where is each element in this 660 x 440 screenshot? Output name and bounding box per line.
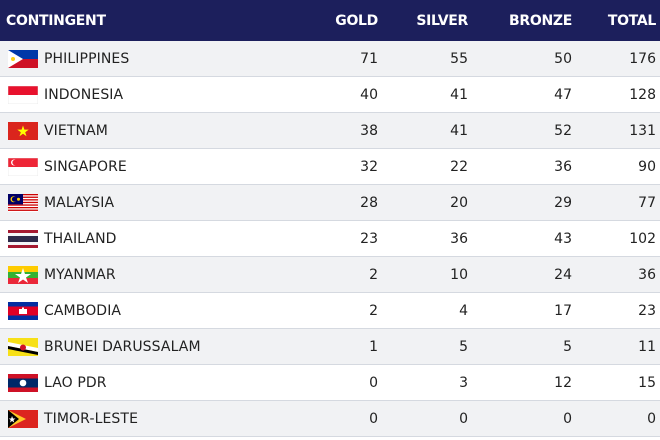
total-count: 0 <box>647 410 656 427</box>
indonesia-flag <box>8 85 38 104</box>
contingent-name: THAILAND <box>44 230 117 247</box>
thailand-flag <box>8 229 38 248</box>
silver-count: 41 <box>450 122 468 139</box>
gold-count: 38 <box>360 122 378 139</box>
total-count: 36 <box>638 266 656 283</box>
table-row[interactable]: MALAYSIA 28 20 29 77 <box>0 185 660 221</box>
contingent-name: PHILIPPINES <box>44 50 130 67</box>
contingent-name: TIMOR-LESTE <box>44 410 139 427</box>
total-count: 23 <box>638 302 656 319</box>
total-count: 102 <box>629 230 656 247</box>
table-row[interactable]: PHILIPPINES 71 55 50 176 <box>0 41 660 77</box>
contingent-name: MYANMAR <box>44 266 116 283</box>
table-row[interactable]: SINGAPORE 32 22 36 90 <box>0 149 660 185</box>
header-total[interactable]: TOTAL <box>607 12 656 29</box>
bronze-count: 47 <box>554 86 572 103</box>
silver-count: 3 <box>459 374 468 391</box>
silver-count: 22 <box>450 158 468 175</box>
bronze-count: 50 <box>554 50 572 67</box>
header-silver[interactable]: SILVER <box>416 12 468 29</box>
silver-count: 55 <box>450 50 468 67</box>
gold-count: 40 <box>360 86 378 103</box>
silver-count: 41 <box>450 86 468 103</box>
silver-count: 36 <box>450 230 468 247</box>
brunei-flag <box>8 337 38 356</box>
silver-count: 4 <box>459 302 468 319</box>
bronze-count: 5 <box>563 338 572 355</box>
gold-count: 1 <box>369 338 378 355</box>
silver-count: 0 <box>459 410 468 427</box>
timor-leste-flag <box>8 409 38 428</box>
contingent-name: INDONESIA <box>44 86 124 103</box>
table-row[interactable]: TIMOR-LESTE 0 0 0 0 <box>0 401 660 437</box>
gold-count: 23 <box>360 230 378 247</box>
row-contingent: BRUNEI DARUSSALAM <box>0 337 306 356</box>
bronze-count: 43 <box>554 230 572 247</box>
total-count: 15 <box>638 374 656 391</box>
table-row[interactable]: BRUNEI DARUSSALAM 1 5 5 11 <box>0 329 660 365</box>
table-row[interactable]: INDONESIA 40 41 47 128 <box>0 77 660 113</box>
header-bronze[interactable]: BRONZE <box>509 12 572 29</box>
cambodia-flag <box>8 301 38 320</box>
gold-count: 2 <box>369 302 378 319</box>
header-gold[interactable]: GOLD <box>335 12 378 29</box>
row-contingent: SINGAPORE <box>0 157 306 176</box>
row-contingent: VIETNAM <box>0 121 306 140</box>
total-count: 90 <box>638 158 656 175</box>
bronze-count: 0 <box>563 410 572 427</box>
table-header: CONTINGENT GOLD SILVER BRONZE TOTAL <box>0 0 660 41</box>
total-count: 128 <box>629 86 656 103</box>
total-count: 176 <box>629 50 656 67</box>
gold-count: 0 <box>369 374 378 391</box>
gold-count: 71 <box>360 50 378 67</box>
silver-count: 20 <box>450 194 468 211</box>
gold-count: 0 <box>369 410 378 427</box>
malaysia-flag <box>8 193 38 212</box>
table-row[interactable]: MYANMAR 2 10 24 36 <box>0 257 660 293</box>
vietnam-flag <box>8 121 38 140</box>
contingent-name: CAMBODIA <box>44 302 122 319</box>
row-contingent: PHILIPPINES <box>0 49 306 68</box>
laos-flag <box>8 373 38 392</box>
silver-count: 10 <box>450 266 468 283</box>
contingent-name: SINGAPORE <box>44 158 127 175</box>
contingent-name: MALAYSIA <box>44 194 115 211</box>
total-count: 77 <box>638 194 656 211</box>
table-row[interactable]: VIETNAM 38 41 52 131 <box>0 113 660 149</box>
table-body: PHILIPPINES 71 55 50 176 INDONESIA 40 41 47 128 VI… <box>0 41 660 437</box>
contingent-name: LAO PDR <box>44 374 107 391</box>
bronze-count: 17 <box>554 302 572 319</box>
bronze-count: 24 <box>554 266 572 283</box>
row-contingent: TIMOR-LESTE <box>0 409 306 428</box>
singapore-flag <box>8 157 38 176</box>
bronze-count: 52 <box>554 122 572 139</box>
bronze-count: 12 <box>554 374 572 391</box>
gold-count: 32 <box>360 158 378 175</box>
silver-count: 5 <box>459 338 468 355</box>
row-contingent: MYANMAR <box>0 265 306 284</box>
contingent-name: VIETNAM <box>44 122 108 139</box>
gold-count: 28 <box>360 194 378 211</box>
table-row[interactable]: THAILAND 23 36 43 102 <box>0 221 660 257</box>
table-row[interactable]: CAMBODIA 2 4 17 23 <box>0 293 660 329</box>
table-row[interactable]: LAO PDR 0 3 12 15 <box>0 365 660 401</box>
row-contingent: THAILAND <box>0 229 306 248</box>
philippines-flag <box>8 49 38 68</box>
row-contingent: LAO PDR <box>0 373 306 392</box>
header-contingent[interactable]: CONTINGENT <box>6 12 106 29</box>
row-contingent: INDONESIA <box>0 85 306 104</box>
row-contingent: MALAYSIA <box>0 193 306 212</box>
myanmar-flag <box>8 265 38 284</box>
gold-count: 2 <box>369 266 378 283</box>
bronze-count: 29 <box>554 194 572 211</box>
total-count: 131 <box>629 122 656 139</box>
contingent-name: BRUNEI DARUSSALAM <box>44 338 201 355</box>
total-count: 11 <box>638 338 656 355</box>
row-contingent: CAMBODIA <box>0 301 306 320</box>
bronze-count: 36 <box>554 158 572 175</box>
